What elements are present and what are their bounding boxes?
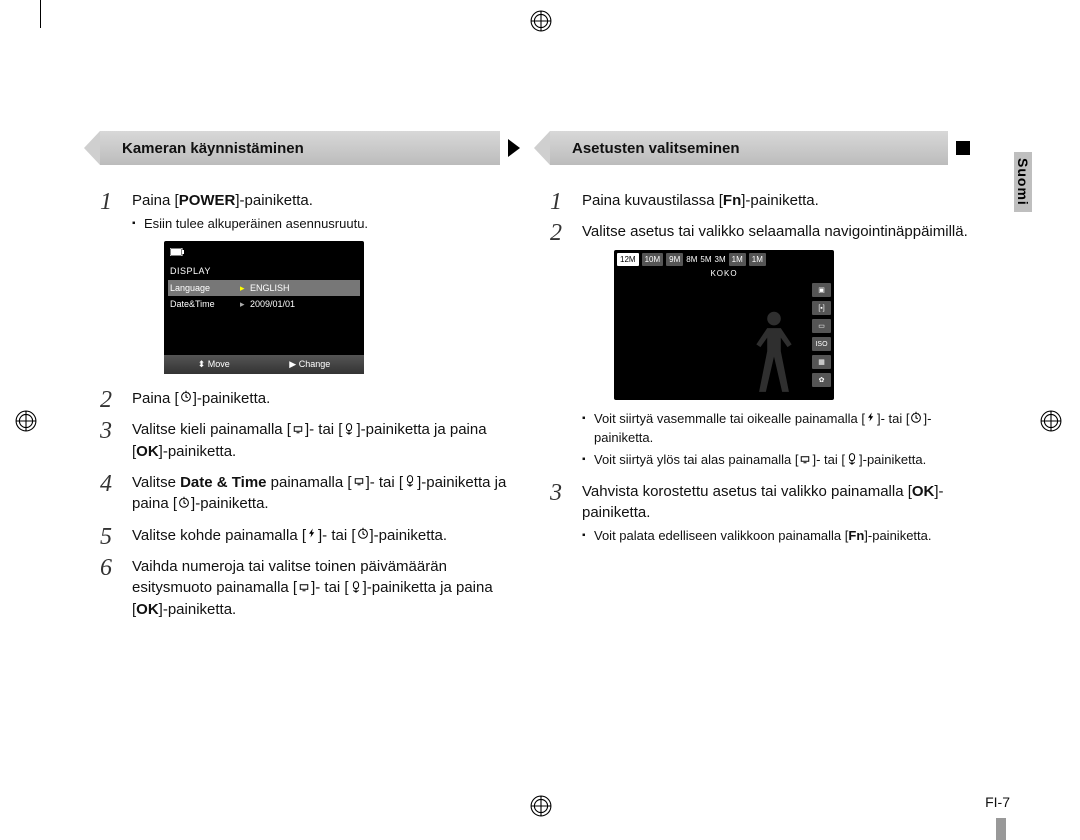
timer-icon: [177, 494, 191, 515]
ok-icon: OK: [912, 483, 935, 500]
square-icon: [956, 141, 970, 155]
flash-icon: [306, 525, 318, 546]
left-header-banner: Kameran käynnistäminen: [100, 130, 520, 166]
left-step-3: Valitse kieli painamalla []- tai []-pain…: [100, 419, 520, 462]
timer-icon: [909, 410, 923, 429]
right-header-text: Asetusten valitseminen: [572, 140, 740, 157]
right-step-1: Paina kuvaustilassa [Fn]-painiketta.: [550, 190, 970, 211]
left-step-5: Valitse kohde painamalla []- tai []-pain…: [100, 525, 520, 547]
ok-icon: OK: [136, 601, 159, 618]
left-column: Kameran käynnistäminen Paina [POWER]-pai…: [100, 130, 520, 780]
lcd-screenshot-menu: 12M 10M 9M 8M 5M 3M 1M 1M KOKO: [614, 250, 834, 400]
lcd-footer: ⬍ Move ▶ Change: [164, 355, 364, 374]
display-icon: [291, 420, 305, 441]
flash-icon: [865, 410, 877, 429]
display-icon: [297, 578, 311, 599]
left-step-1: Paina [POWER]-painiketta. Esiin tulee al…: [100, 190, 520, 374]
registration-mark-right: [1040, 410, 1062, 437]
macro-icon: [845, 451, 859, 470]
lcd2-topbar: 12M 10M 9M 8M 5M 3M 1M 1M: [614, 250, 834, 266]
language-side-tab: Suomi: [1014, 152, 1032, 212]
person-silhouette-icon: [744, 305, 804, 400]
triangle-icon: [508, 139, 520, 157]
fn-icon: Fn: [723, 192, 741, 209]
lcd-row-datetime: Date&Time ▸ 2009/01/01: [164, 296, 364, 313]
macro-icon: [403, 472, 417, 493]
left-steps: Paina [POWER]-painiketta. Esiin tulee al…: [100, 190, 520, 620]
right-step3-sub: Voit palata edelliseen valikkoon painama…: [582, 527, 970, 545]
registration-mark-top: [530, 10, 552, 37]
left-header-text: Kameran käynnistäminen: [122, 140, 304, 157]
lcd-row-language: Language ▸ ENGLISH: [168, 280, 360, 297]
lcd2-right-icons: ▣ [▪] ▭ ISO ▦ ✿: [812, 281, 834, 400]
registration-mark-bottom: [530, 795, 552, 822]
lcd-title: DISPLAY: [164, 263, 364, 280]
display-icon: [798, 452, 812, 470]
lcd2-label: KOKO: [614, 266, 834, 281]
page-content: Kameran käynnistäminen Paina [POWER]-pai…: [100, 130, 980, 780]
right-step-3: Vahvista korostettu asetus tai valikko p…: [550, 481, 970, 545]
right-step-2: Valitse asetus tai valikko selaamalla na…: [550, 221, 970, 471]
timer-icon: [356, 525, 370, 546]
left-step-4: Valitse Date & Time painamalla []- tai […: [100, 472, 520, 515]
right-step2-sub2: Voit siirtyä ylös tai alas painamalla []…: [582, 451, 970, 470]
battery-icon: [164, 245, 364, 263]
timer-icon: [179, 388, 193, 409]
right-column: Suomi Asetusten valitseminen Paina kuvau…: [550, 130, 970, 780]
right-steps: Paina kuvaustilassa [Fn]-painiketta. Val…: [550, 190, 970, 545]
page-number: FI-7: [985, 794, 1010, 810]
right-header-banner: Asetusten valitseminen: [550, 130, 970, 166]
page-number-bar: [996, 818, 1006, 840]
lcd-screenshot-setup: DISPLAY Language ▸ ENGLISH Date&Time ▸ 2…: [164, 241, 364, 373]
registration-mark-left: [15, 410, 37, 437]
macro-icon: [349, 578, 363, 599]
left-step-6: Vaihda numeroja tai valitse toinen päivä…: [100, 556, 520, 620]
left-step-2: Paina []-painiketta.: [100, 388, 520, 410]
fn-icon: Fn: [848, 528, 864, 543]
left-step1-sub: Esiin tulee alkuperäinen asennusruutu.: [132, 215, 520, 233]
display-icon: [352, 472, 366, 493]
ok-icon: OK: [136, 443, 159, 460]
macro-icon: [342, 420, 356, 441]
crop-mark: [40, 0, 41, 28]
right-step2-sub1: Voit siirtyä vasemmalle tai oikealle pai…: [582, 410, 970, 447]
lcd2-preview: [614, 281, 812, 400]
